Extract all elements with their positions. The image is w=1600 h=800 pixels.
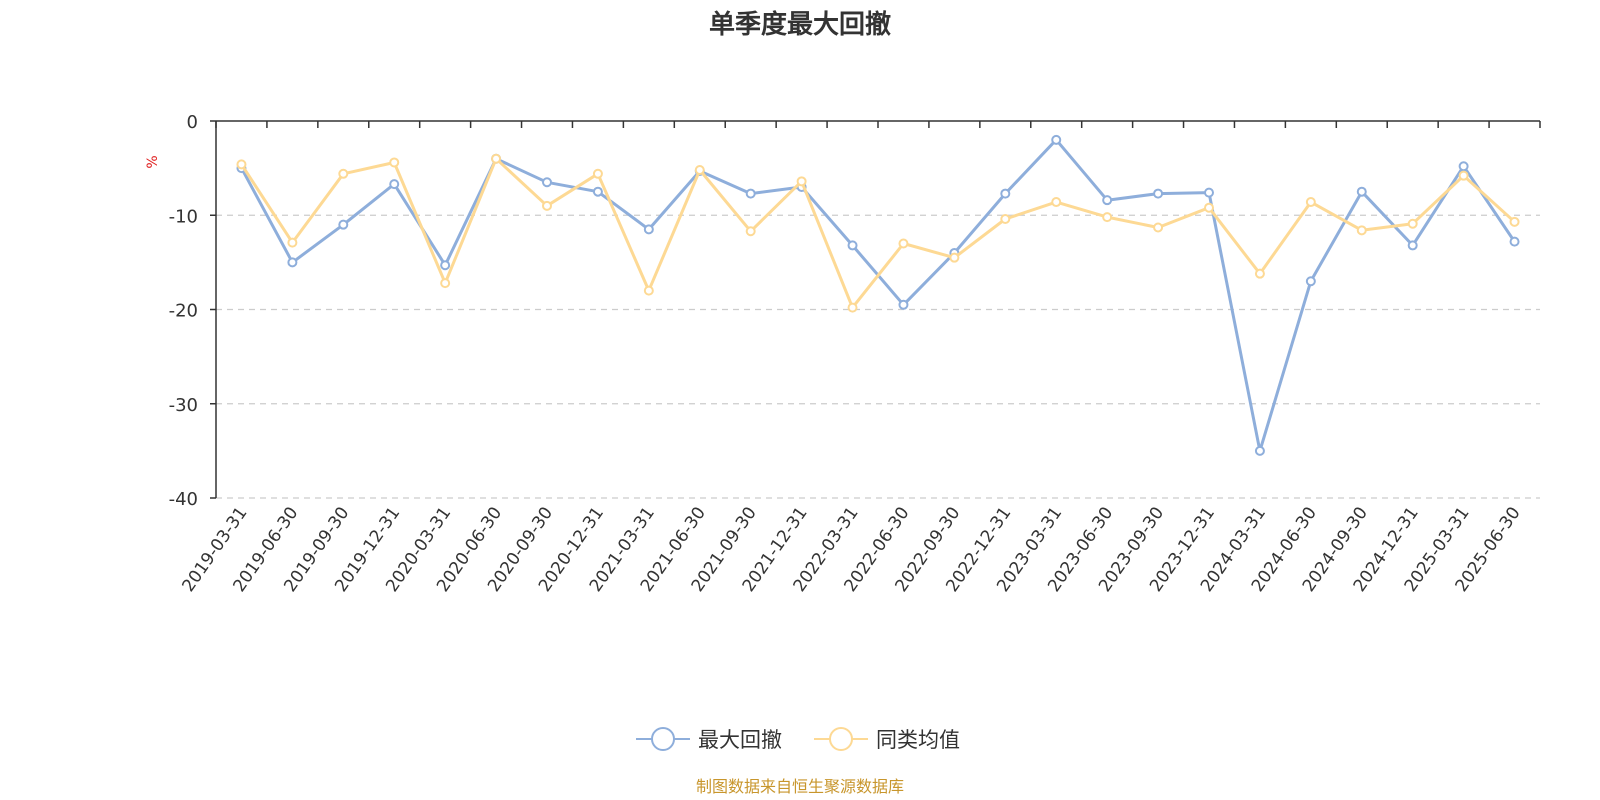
data-point [1153,222,1164,233]
data-point [643,285,654,296]
data-point [1102,212,1113,223]
data-point [1407,240,1418,251]
data-point [1407,218,1418,229]
series-1 [236,134,1520,456]
legend: 最大回撤 同类均值 [636,727,960,752]
y-tick-label: -30 [169,395,198,416]
series-2 [236,153,1520,313]
data-point [236,159,247,170]
data-point [592,168,603,179]
data-point [491,153,502,164]
data-point [440,260,451,271]
y-axis-unit: % [145,155,161,168]
legend-item: 最大回撤 [636,727,782,752]
y-tick-label: -20 [169,301,198,322]
data-point [745,226,756,237]
data-point [389,157,400,168]
data-point [287,237,298,248]
data-point [1204,202,1214,213]
data-point [643,224,654,235]
chart-title: 单季度最大回撤 [709,9,891,40]
y-tick-label: 0 [187,112,198,133]
data-point [1458,161,1469,172]
data-point [1051,134,1062,145]
y-tick-labels: 0 -10 -20 -30 -40 [169,112,216,510]
data-point [1254,445,1265,456]
data-point [1000,188,1011,199]
data-point [1305,276,1316,287]
data-point [287,257,298,268]
data-point [389,179,400,190]
data-point [694,165,705,176]
data-point [542,200,552,211]
data-point [1051,197,1062,208]
data-point [1000,214,1011,225]
legend-item: 同类均值 [814,727,960,752]
source-note: 制图数据来自恒生聚源数据库 [696,777,904,796]
legend-label: 同类均值 [876,728,960,752]
data-point [796,176,807,187]
data-point [542,177,552,188]
data-point [949,252,960,263]
data-point [1509,216,1520,227]
data-point [1509,236,1520,247]
data-point [338,219,349,230]
grid-lines [216,214,1540,499]
series-group [236,134,1520,456]
data-point [1102,195,1113,206]
legend-marker [829,727,853,751]
data-point [1153,188,1164,199]
legend-marker [651,727,675,751]
data-point [1356,225,1367,236]
data-point [440,278,451,289]
data-point [745,188,756,199]
y-tick-label: -10 [169,206,198,227]
data-point [898,238,909,249]
legend-label: 最大回撤 [698,728,782,752]
y-tick-label: -40 [169,489,198,510]
data-point [1356,186,1367,197]
data-point [338,168,349,179]
series-line [240,157,1516,310]
data-point [1458,170,1469,181]
data-point [1204,187,1214,198]
data-point [847,302,858,313]
x-tick-labels: 2019-03-312019-06-302019-09-302019-12-31… [179,503,1525,595]
data-point [1305,197,1316,208]
data-point [1254,268,1265,279]
data-point [592,186,603,197]
data-point [898,299,909,310]
data-point [847,240,858,251]
